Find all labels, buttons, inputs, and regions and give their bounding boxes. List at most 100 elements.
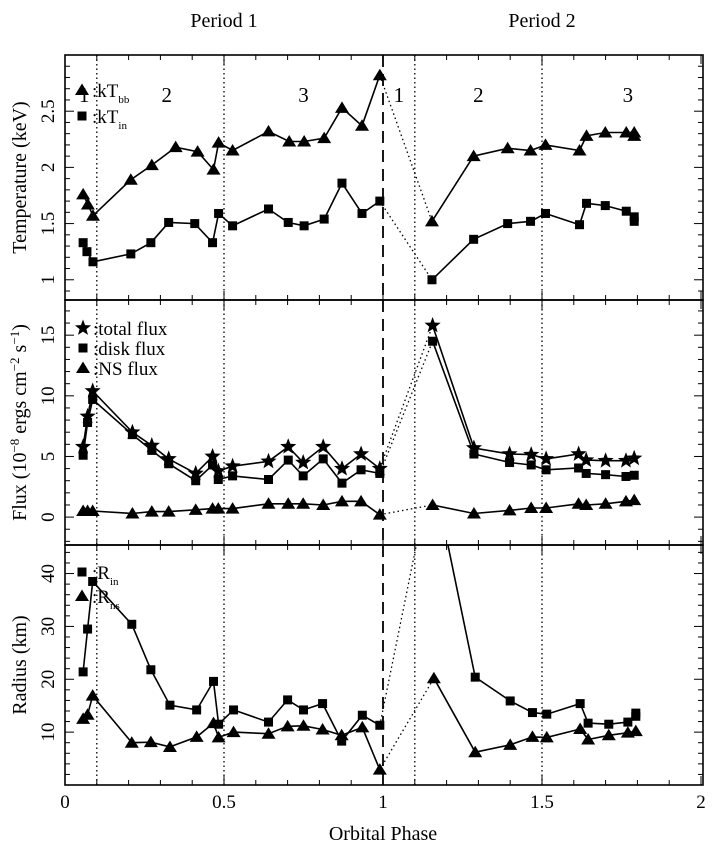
period-label: Period 1 bbox=[190, 10, 257, 32]
triangle-marker bbox=[316, 498, 331, 510]
series-line bbox=[431, 340, 635, 478]
square-marker bbox=[299, 705, 308, 715]
legend-item: :Rns bbox=[75, 587, 120, 612]
period-connector-dotted bbox=[379, 200, 433, 281]
square-marker bbox=[503, 219, 513, 229]
triangle-marker bbox=[315, 722, 330, 735]
square-marker bbox=[146, 238, 156, 248]
triangle-marker bbox=[261, 727, 276, 739]
star-marker bbox=[617, 452, 634, 468]
triangle-marker bbox=[628, 724, 643, 737]
square-marker bbox=[190, 219, 200, 229]
period-label: Period 2 bbox=[508, 10, 575, 32]
period-connector-dotted bbox=[379, 340, 434, 474]
square-marker bbox=[283, 455, 293, 465]
triangle-marker bbox=[206, 716, 221, 729]
panel-frame bbox=[64, 544, 704, 786]
square-marker bbox=[469, 449, 479, 459]
star-marker bbox=[84, 382, 101, 398]
star-marker bbox=[295, 454, 312, 470]
square-marker bbox=[209, 676, 219, 686]
y-axis-label-part: Flux (10 bbox=[9, 453, 31, 521]
square-marker bbox=[229, 705, 239, 715]
series-ns-flux bbox=[76, 493, 642, 520]
triangle-marker bbox=[123, 173, 138, 185]
triangle-marker bbox=[601, 728, 616, 741]
triangle-marker bbox=[226, 725, 241, 738]
triangle-marker bbox=[261, 124, 276, 137]
y-axis-label: Temperature (keV) bbox=[9, 101, 31, 253]
series-disk-flux bbox=[78, 336, 639, 488]
triangle-marker bbox=[280, 719, 295, 732]
triangle-marker bbox=[334, 728, 349, 741]
y-tick-label: 1 bbox=[38, 275, 59, 285]
legend-item: :total flux bbox=[74, 319, 168, 340]
triangle-marker bbox=[334, 101, 349, 113]
period-connector-dotted bbox=[379, 325, 434, 469]
square-marker bbox=[88, 576, 98, 586]
legend-name: kT bbox=[97, 81, 119, 102]
square-marker bbox=[192, 705, 202, 715]
y-tick-label: 1.5 bbox=[38, 212, 59, 236]
square-marker bbox=[582, 198, 592, 208]
square-marker bbox=[319, 214, 329, 224]
star-marker bbox=[597, 452, 614, 468]
triangle-marker bbox=[144, 505, 159, 517]
square-marker bbox=[283, 695, 293, 705]
square-marker bbox=[83, 418, 93, 427]
legend-name: R bbox=[97, 587, 110, 608]
series-line bbox=[82, 398, 380, 485]
legend-item: :Rin bbox=[77, 563, 119, 588]
triangle-marker bbox=[538, 138, 553, 150]
triangle-marker bbox=[355, 720, 370, 733]
legend-name: NS flux bbox=[98, 359, 158, 380]
phase-boundaries bbox=[96, 545, 543, 785]
x-tick-label: 2 bbox=[696, 792, 706, 813]
triangle-marker bbox=[85, 209, 100, 221]
triangle-marker bbox=[500, 141, 515, 154]
star-marker bbox=[280, 438, 297, 454]
star-marker bbox=[523, 446, 540, 462]
star-marker bbox=[578, 451, 595, 467]
square-marker bbox=[631, 711, 641, 721]
legend-label: :kTin bbox=[92, 107, 127, 132]
y-axis-label: Flux (10−8 ergs cm−2 s−1) bbox=[7, 324, 32, 521]
square-marker bbox=[526, 460, 536, 470]
square-marker bbox=[82, 247, 92, 257]
square-marker bbox=[147, 445, 157, 455]
triangle-marker bbox=[468, 745, 483, 758]
triangle-marker bbox=[579, 129, 594, 141]
y-tick-label: 15 bbox=[38, 326, 59, 345]
y-axis-label-part: ) bbox=[9, 324, 31, 331]
star-marker bbox=[187, 464, 204, 481]
star-marker bbox=[353, 445, 370, 461]
triangle-marker bbox=[598, 126, 613, 138]
phase-boundaries bbox=[96, 300, 543, 545]
triangle-marker bbox=[211, 730, 226, 743]
x-tick-label: 1 bbox=[378, 792, 388, 813]
triangle-marker bbox=[524, 501, 539, 514]
square-marker bbox=[146, 665, 156, 675]
triangle-marker bbox=[76, 187, 91, 200]
y-tick-label: 20 bbox=[38, 670, 59, 689]
legend-label: :kTbb bbox=[92, 81, 130, 106]
square-marker bbox=[469, 234, 479, 244]
triangle-marker bbox=[124, 736, 139, 748]
triangle-marker bbox=[188, 503, 203, 515]
square-marker bbox=[208, 460, 218, 470]
square-marker bbox=[621, 471, 631, 481]
region-label: 2 bbox=[473, 83, 484, 107]
triangle-marker bbox=[76, 361, 90, 373]
y-axis-label-part: −2 bbox=[7, 357, 22, 371]
triangle-marker bbox=[355, 119, 370, 131]
square-marker bbox=[526, 216, 536, 226]
square-marker bbox=[541, 465, 551, 475]
series-group bbox=[76, 545, 643, 775]
star-marker bbox=[204, 448, 221, 464]
triangle-marker bbox=[161, 505, 176, 517]
square-marker bbox=[264, 475, 274, 485]
legend-subscript: in bbox=[118, 120, 127, 132]
series-r-ns bbox=[76, 671, 643, 775]
square-marker bbox=[318, 699, 328, 709]
